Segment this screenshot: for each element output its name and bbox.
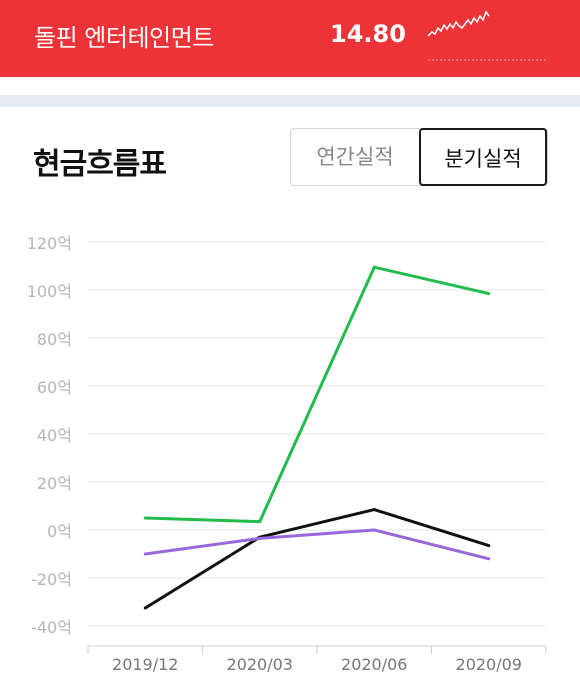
stock-price: 14.80 xyxy=(330,20,406,48)
y-tick-label: 120억 xyxy=(27,234,72,253)
toggle-quarterly-button[interactable]: 분기실적 xyxy=(419,128,547,186)
price-sparkline-icon xyxy=(427,10,546,61)
section-title: 현금흐름표 xyxy=(33,147,167,182)
data-point xyxy=(487,544,491,548)
section-divider xyxy=(0,95,580,107)
y-tick-label: 100억 xyxy=(27,282,72,301)
series-line-2 xyxy=(144,508,490,610)
data-point xyxy=(143,552,147,556)
series-line-1 xyxy=(145,265,490,524)
data-point xyxy=(372,528,376,532)
x-tick-label: 2020/09 xyxy=(456,655,522,674)
x-tick-label: 2019/12 xyxy=(112,655,178,674)
y-tick-label: 40억 xyxy=(37,426,72,445)
y-tick-label: 0억 xyxy=(47,522,72,541)
company-name: 돌핀 엔터테인먼트 xyxy=(34,24,214,52)
y-tick-label: 60억 xyxy=(37,378,72,397)
toggle-annual-button[interactable]: 연간실적 xyxy=(316,145,394,169)
x-tick-label: 2020/03 xyxy=(227,655,293,674)
data-point xyxy=(143,606,147,610)
stock-header: 돌핀 엔터테인먼트 14.80 xyxy=(0,0,580,77)
data-point xyxy=(143,516,147,520)
data-point xyxy=(487,292,491,296)
y-tick-label: 80억 xyxy=(37,330,72,349)
y-tick-label: -20억 xyxy=(31,570,72,589)
y-tick-label: -40억 xyxy=(31,618,72,637)
data-point xyxy=(487,557,491,561)
data-point xyxy=(372,508,376,512)
series-line-3 xyxy=(145,528,490,561)
data-point xyxy=(372,265,376,269)
x-tick-label: 2020/06 xyxy=(341,655,407,674)
data-point xyxy=(258,520,262,524)
cash-flow-chart: 120억 100억 80억 60억 40억 20억 0억 -20억 -40억 2019/12 202… xyxy=(27,234,547,674)
period-toggle: 연간실적 분기실적 xyxy=(290,128,548,186)
y-tick-label: 20억 xyxy=(37,474,72,493)
data-point xyxy=(258,536,262,540)
